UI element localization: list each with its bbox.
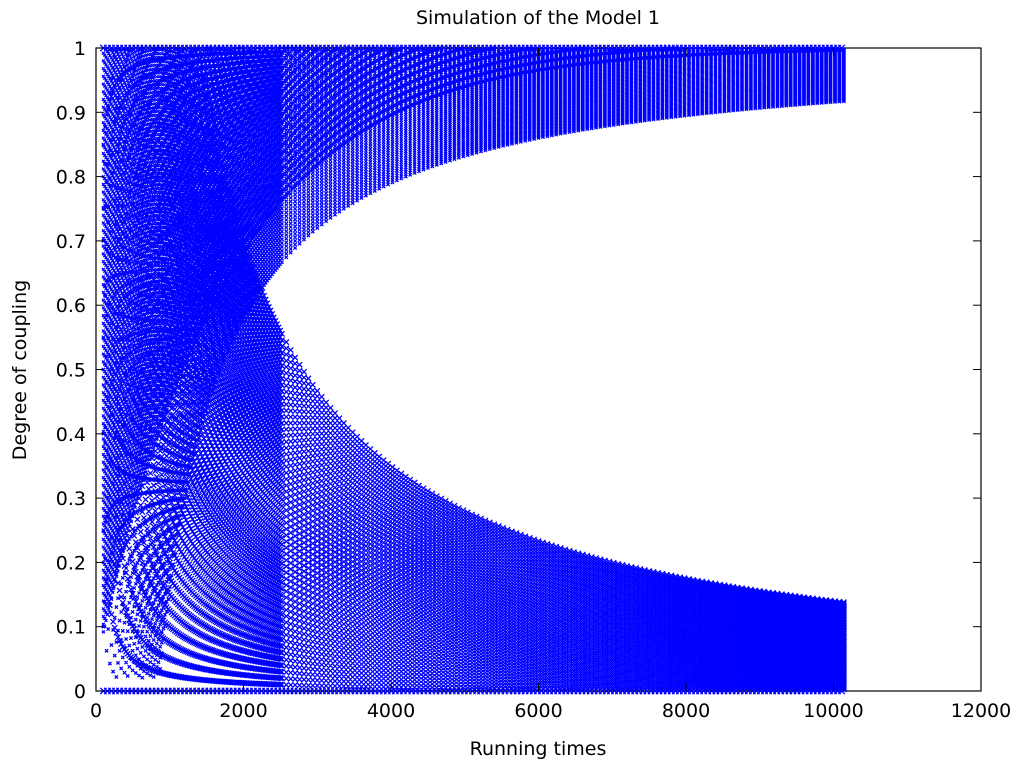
x-tick-label: 0	[90, 700, 102, 722]
y-tick-label: 0.3	[56, 488, 86, 510]
y-tick-label: 0.5	[56, 360, 86, 382]
x-tick-label: 6000	[514, 700, 562, 722]
y-axis-label: Degree of coupling	[9, 280, 31, 460]
y-tick-label: 0.9	[56, 102, 86, 124]
x-tick-label: 2000	[219, 700, 267, 722]
x-tick-label: 12000	[951, 700, 1011, 722]
x-axis-label: Running times	[470, 738, 607, 760]
y-tick-label: 0.2	[56, 552, 86, 574]
chart-title: Simulation of the Model 1	[416, 7, 660, 29]
y-tick-label: 0.6	[56, 295, 86, 317]
y-tick-label: 1	[74, 38, 86, 60]
y-tick-label: 0.8	[56, 167, 86, 189]
y-tick-label: 0.7	[56, 231, 86, 253]
x-tick-label: 10000	[803, 700, 863, 722]
x-tick-label: 4000	[367, 700, 415, 722]
x-tick-label: 8000	[662, 700, 710, 722]
y-tick-label: 0.4	[56, 424, 86, 446]
y-tick-label: 0	[74, 681, 86, 703]
y-tick-label: 0.1	[56, 617, 86, 639]
axis-ticks: 0 2000 4000 6000 8000 10000 12000 0 0.1 0.2 0.3 0.4…	[56, 38, 1011, 722]
